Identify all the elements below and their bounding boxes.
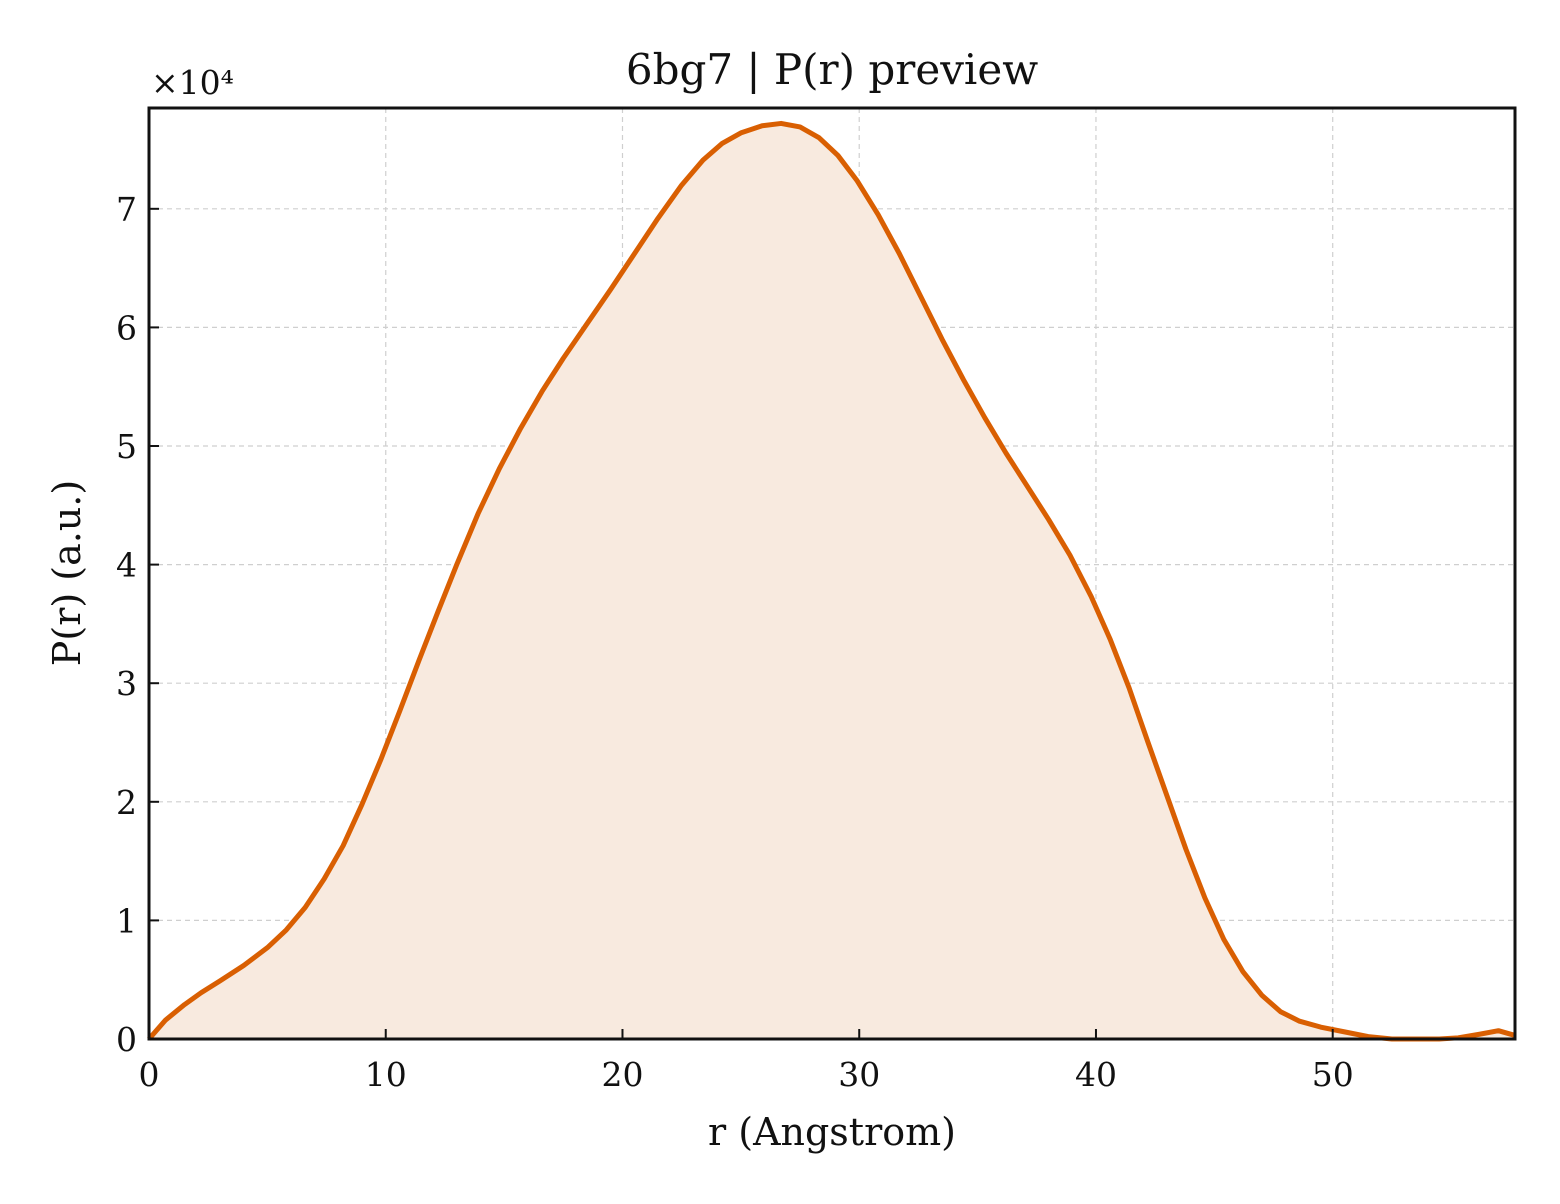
y-tick-label: 4: [116, 546, 137, 585]
x-tick-label: 50: [1312, 1055, 1354, 1094]
area-fill: [149, 123, 1515, 1040]
y-tick-label: 1: [116, 901, 137, 940]
axes-frame: [147, 106, 1517, 1041]
y-tick-label: 0: [116, 1020, 137, 1059]
tick-layer: 0 10 20 30 40 50 0 1 2 3 4 5 6 7: [116, 190, 1354, 1094]
y-axis-title: P(r) (a.u.): [45, 480, 89, 666]
y-tick-label: 3: [116, 664, 137, 703]
y-tick-label: 7: [116, 190, 137, 229]
chart-title: 6bg7 | P(r) preview: [626, 45, 1038, 94]
x-tick-label: 0: [139, 1055, 160, 1094]
y-tick-label: 5: [116, 427, 137, 466]
y-tick-label: 6: [116, 308, 137, 347]
series-line: [147, 120, 1516, 1042]
x-tick-label: 40: [1075, 1055, 1117, 1094]
y-axis-multiplier: ×10⁴: [151, 63, 234, 102]
x-axis-title: r (Angstrom): [708, 1110, 956, 1154]
y-tick-label: 2: [116, 783, 137, 822]
x-tick-label: 20: [601, 1055, 643, 1094]
x-tick-label: 30: [838, 1055, 880, 1094]
x-tick-label: 10: [365, 1055, 407, 1094]
